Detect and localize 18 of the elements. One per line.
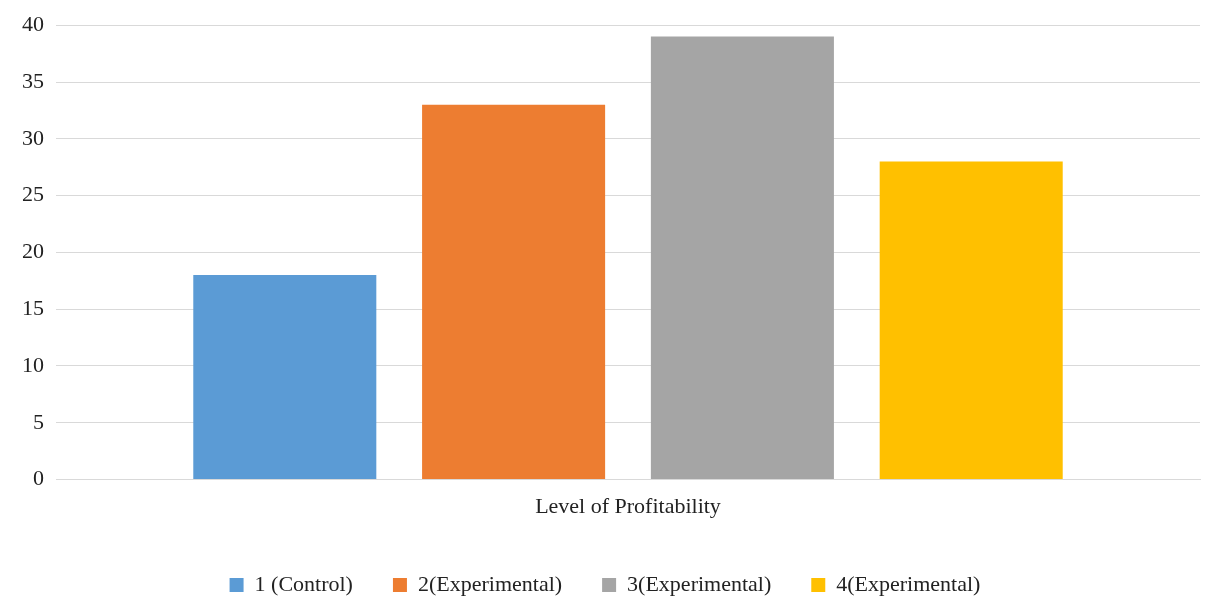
legend-label: 2(Experimental): [417, 570, 563, 596]
y-tick-label: 15: [22, 294, 44, 320]
legend-label: 4(Experimental): [836, 570, 981, 596]
bar: [422, 104, 606, 480]
y-tick-label: 10: [22, 351, 44, 377]
legend-label: 1 (Control): [254, 570, 353, 596]
y-tick-label: 20: [22, 238, 44, 264]
x-tick-label: Level of Profitability: [535, 492, 721, 518]
bar: [650, 36, 834, 480]
y-tick-label: 5: [33, 408, 44, 434]
legend-label: 3(Experimental): [627, 570, 772, 596]
y-tick-label: 35: [22, 67, 44, 93]
bar: [879, 161, 1063, 480]
y-tick-label: 0: [33, 465, 44, 491]
y-tick-label: 25: [22, 181, 44, 207]
y-tick-label: 30: [22, 124, 44, 150]
bar: [193, 275, 377, 480]
y-tick-label: 40: [22, 10, 44, 36]
